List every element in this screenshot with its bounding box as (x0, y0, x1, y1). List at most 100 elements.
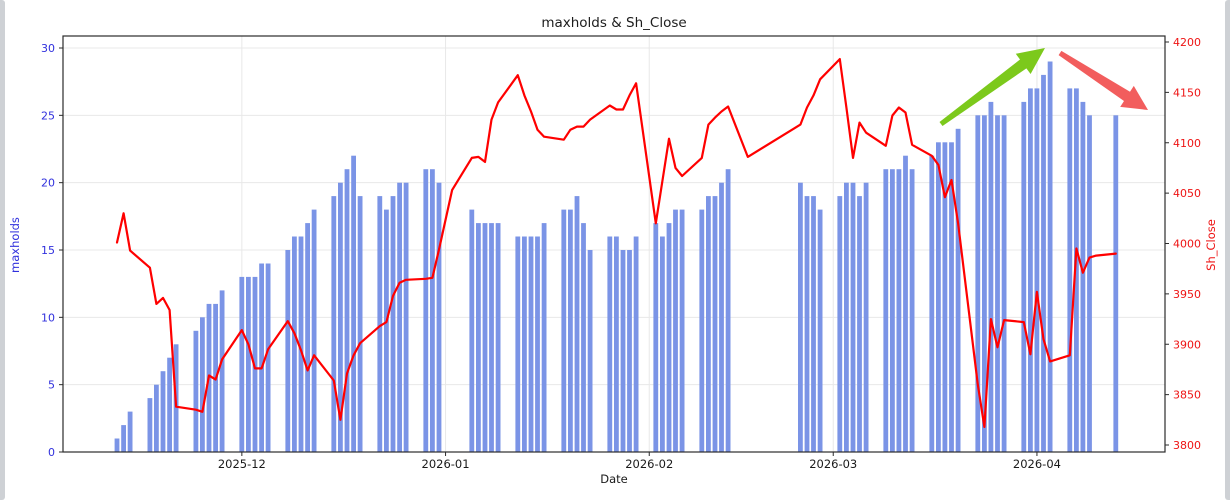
y-left-tick-label: 15 (41, 244, 55, 257)
y-left-tick-label: 10 (41, 311, 55, 324)
maxholds-bar (942, 142, 948, 453)
maxholds-bar (377, 196, 383, 452)
maxholds-bar (482, 223, 488, 452)
maxholds-bar (1087, 115, 1092, 453)
maxholds-bar (982, 115, 987, 453)
chart-title: maxholds & Sh_Close (541, 15, 687, 31)
maxholds-bar (541, 223, 547, 452)
y-right-tick-label: 3800 (1173, 439, 1201, 452)
maxholds-bar (620, 250, 626, 452)
maxholds-bar (817, 209, 823, 452)
down-trend-arrow-icon (1058, 50, 1148, 110)
maxholds-bar (147, 398, 153, 452)
maxholds-bar (844, 182, 849, 452)
maxholds-bar (127, 411, 133, 452)
maxholds-bar (614, 236, 619, 452)
maxholds-bar (338, 182, 343, 452)
maxholds-bar (1047, 61, 1053, 452)
maxholds-bar (837, 196, 843, 452)
y-right-tick-label: 4100 (1173, 137, 1201, 150)
maxholds-bar (863, 182, 869, 452)
maxholds-bar (679, 209, 685, 452)
maxholds-bar (1067, 88, 1073, 453)
maxholds-bar (193, 330, 199, 452)
maxholds-bar (883, 169, 889, 452)
maxholds-bar (219, 290, 225, 452)
maxholds-bar (1080, 101, 1086, 453)
y-right-tick-label: 3900 (1173, 338, 1201, 351)
maxholds-bar (1041, 74, 1046, 453)
maxholds-bar (1113, 115, 1119, 453)
maxholds-bar (890, 169, 895, 452)
maxholds-bar (909, 169, 915, 452)
maxholds-bar (587, 250, 593, 452)
maxholds-bar (535, 236, 540, 452)
maxholds-bar (1034, 88, 1040, 453)
maxholds-bar (581, 223, 586, 452)
maxholds-bar (666, 223, 672, 452)
y-right-tick-label: 4200 (1173, 36, 1201, 49)
maxholds-bar (574, 196, 580, 452)
maxholds-bar (430, 169, 435, 452)
shclose-line (115, 57, 1117, 428)
maxholds-bar (167, 357, 172, 452)
maxholds-bar (627, 250, 632, 452)
maxholds-bar (561, 209, 567, 452)
maxholds-bar (423, 169, 429, 452)
maxholds-bar (259, 263, 264, 452)
maxholds-bar (305, 223, 310, 452)
maxholds-bar (804, 196, 810, 452)
maxholds-bar (351, 155, 356, 452)
maxholds-bar (285, 250, 291, 452)
maxholds-bar (469, 209, 475, 452)
maxholds-bar (719, 182, 724, 452)
y-right-tick-label: 3950 (1173, 288, 1201, 301)
y-left-tick-label: 20 (41, 177, 55, 190)
window-edge-right (1225, 0, 1230, 500)
maxholds-bar (292, 236, 297, 452)
maxholds-bar (725, 169, 731, 452)
maxholds-bar (515, 236, 521, 452)
maxholds-bar (528, 236, 534, 452)
maxholds-bar (344, 169, 350, 452)
up-trend-arrow-icon (939, 48, 1045, 126)
maxholds-bar (712, 196, 718, 452)
maxholds-bar (706, 196, 711, 452)
maxholds-bar (397, 182, 402, 452)
maxholds-bar (653, 223, 659, 452)
maxholds-bar (660, 236, 665, 452)
maxholds-bar (975, 115, 981, 453)
maxholds-bar (331, 196, 337, 452)
maxholds-bar (489, 223, 494, 452)
y-right-tick-label: 4050 (1173, 187, 1201, 200)
maxholds-bar (384, 209, 389, 452)
maxholds-bar (154, 384, 159, 452)
maxholds-bar (673, 209, 678, 452)
maxholds-bar (436, 182, 442, 452)
maxholds-bar (955, 128, 961, 453)
maxholds-bar (200, 317, 205, 452)
maxholds-bar (522, 236, 527, 452)
x-tick-label: 2025-12 (218, 457, 266, 471)
maxholds-bar (699, 209, 705, 452)
maxholds-bar (1001, 115, 1007, 453)
maxholds-bar (850, 182, 856, 452)
y-right-tick-label: 3850 (1173, 389, 1201, 402)
maxholds-bar (568, 209, 573, 452)
maxholds-bar (265, 263, 271, 452)
maxholds-bar (936, 142, 941, 453)
maxholds-bar (949, 142, 954, 453)
y-left-tick-label: 25 (41, 109, 55, 122)
maxholds-bar (298, 236, 304, 452)
window-edge-left (0, 0, 5, 500)
x-tick-label: 2026-02 (625, 457, 673, 471)
maxholds-bar (121, 425, 126, 452)
maxholds-bar (239, 276, 245, 452)
y-axis-label-left: maxholds (8, 217, 22, 273)
maxholds-bar (1021, 101, 1027, 453)
y-right-tick-label: 4150 (1173, 86, 1201, 99)
y-axis-label-right: Sh_Close (1204, 219, 1218, 271)
maxholds-bar (857, 196, 862, 452)
y-right-tick-label: 4000 (1173, 238, 1201, 251)
